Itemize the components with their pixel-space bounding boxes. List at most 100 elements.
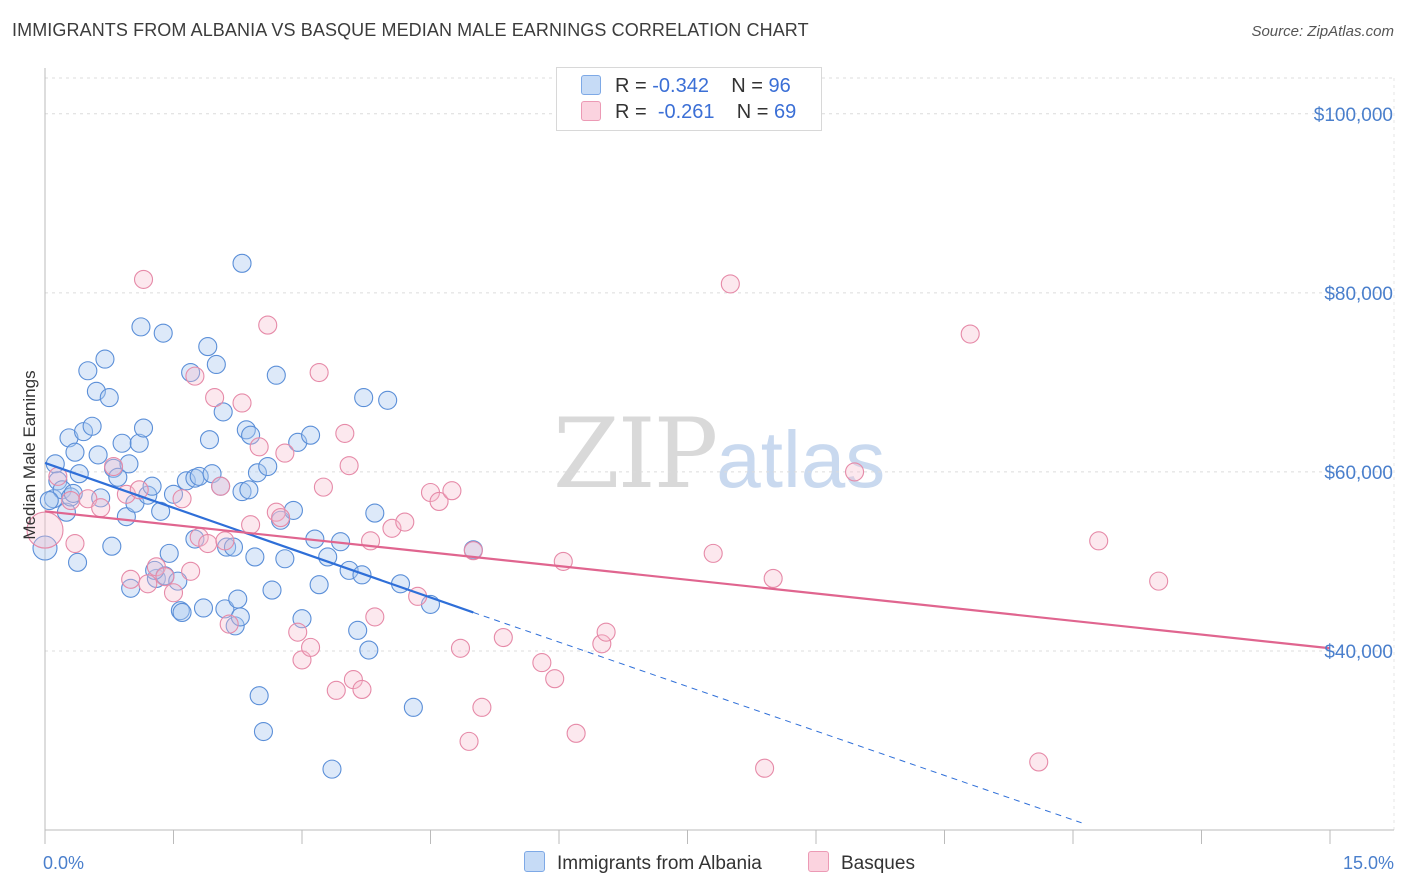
albania-point: [133, 418, 154, 438]
albania-point: [65, 442, 85, 462]
basque-point: [309, 362, 329, 383]
albania-point: [339, 560, 359, 580]
albania-point: [354, 388, 374, 408]
albania-point: [69, 464, 89, 484]
albania-point: [63, 483, 83, 503]
albania-point: [215, 599, 235, 619]
basque-point: [960, 324, 980, 344]
basque-point: [755, 758, 775, 778]
legend-n-label: N =: [731, 75, 763, 97]
albania-point: [199, 430, 220, 450]
watermark-atlas: atlas: [716, 415, 886, 504]
basque-point: [339, 456, 359, 476]
legend-n-label: N =: [736, 101, 769, 123]
basque-point: [288, 622, 308, 642]
bottom-legend-swatch-albania: [524, 851, 545, 872]
albania-point: [249, 686, 269, 706]
albania-point: [322, 759, 342, 779]
albania-point: [68, 552, 88, 572]
albania-point: [102, 536, 122, 556]
albania-point: [112, 433, 132, 453]
y-axis-title: Median Male Earnings: [20, 370, 39, 539]
albania-point: [309, 575, 329, 595]
albania-point: [262, 580, 282, 600]
albania-point: [213, 402, 233, 422]
basque-point: [1089, 531, 1109, 551]
basque-point: [205, 388, 225, 408]
basque-point: [450, 638, 471, 658]
basque-point: [185, 366, 205, 386]
basque-point: [172, 489, 192, 509]
legend-r-label: R =: [615, 101, 647, 123]
basque-point: [335, 423, 355, 443]
basque-point: [275, 443, 295, 463]
basque-point: [459, 731, 479, 751]
basque-point: [163, 583, 184, 603]
albania-point: [168, 571, 188, 591]
basque-point: [211, 476, 231, 496]
albania-point: [193, 598, 214, 618]
axes: [44, 68, 1394, 844]
basque-point: [138, 574, 158, 594]
albania-point: [378, 390, 398, 410]
source-credit: Source: ZipAtlas.com: [1251, 23, 1394, 40]
albania-point: [48, 471, 68, 491]
albania-point: [403, 697, 423, 717]
basque-point: [545, 669, 565, 689]
albania-point: [88, 445, 108, 465]
basque-point: [395, 512, 415, 532]
basque-point: [181, 561, 201, 581]
albania-point: [239, 480, 259, 500]
basque-point: [198, 533, 218, 554]
basque-point: [121, 569, 141, 589]
legend-row-basque: R = -0.261 N = 69: [581, 101, 796, 127]
basque-point: [133, 269, 154, 289]
basque-point: [566, 723, 586, 743]
albania-point: [82, 416, 102, 436]
albania-point: [131, 317, 151, 337]
basque-trend-line: [44, 510, 1331, 650]
basque-point: [1029, 752, 1049, 772]
albania-point: [153, 323, 173, 343]
bottom-legend-basque: Basques: [808, 851, 915, 875]
albania-point: [142, 476, 162, 496]
basque-point: [313, 477, 333, 497]
basque-point: [592, 634, 612, 654]
albania-point: [159, 543, 179, 563]
basque-point: [61, 491, 81, 511]
basque-point: [463, 541, 483, 561]
albania-point: [108, 467, 128, 487]
albania-point: [206, 354, 226, 375]
legend-swatch-albania: [581, 75, 601, 95]
legend-r-value: -0.342: [652, 75, 709, 97]
basque-point: [301, 637, 321, 657]
albania-point: [59, 428, 79, 448]
albania-point: [129, 433, 149, 453]
basque-point: [596, 622, 616, 642]
correlation-legend: R = -0.342 N = 96 R = -0.261 N = 69: [556, 67, 822, 131]
basque-point: [493, 627, 513, 648]
albania-point: [228, 589, 248, 609]
albania-point: [119, 454, 139, 474]
albania-point: [318, 547, 338, 567]
albania-point: [198, 337, 218, 357]
basque-point: [258, 315, 278, 335]
albania-point: [99, 388, 119, 408]
albania-point: [95, 349, 115, 369]
y-tick-label: $60,000: [1324, 463, 1393, 484]
basque-point: [271, 508, 291, 528]
basque-point: [215, 531, 235, 551]
legend-r-label: R =: [615, 75, 647, 97]
albania-trend-line: [44, 461, 474, 614]
y-tick-label: $80,000: [1324, 284, 1393, 305]
basque-point: [472, 697, 492, 717]
basque-point: [232, 393, 252, 413]
bottom-legend-label-basque: Basques: [841, 853, 915, 874]
albania-point: [217, 537, 237, 557]
basque-point: [429, 491, 449, 511]
albania-point: [365, 503, 385, 523]
zipatlas-watermark: ZIPatlas: [553, 398, 885, 510]
basque-point: [65, 533, 85, 554]
basque-point: [844, 462, 865, 482]
